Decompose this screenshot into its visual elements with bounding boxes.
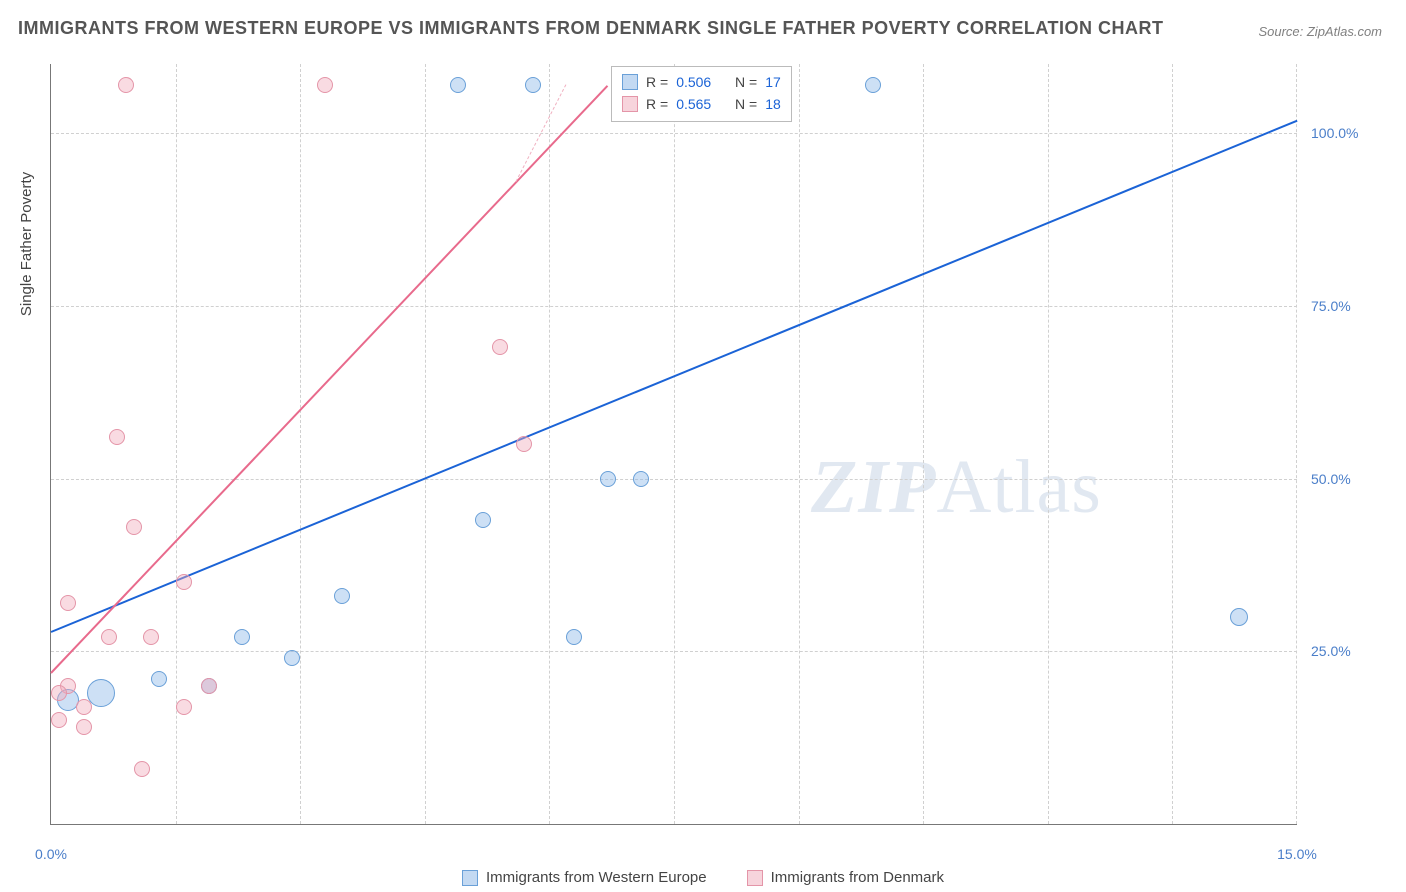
watermark-atlas: Atlas: [936, 445, 1101, 529]
plot-area: ZIPAtlas R = 0.506 N = 17 R = 0.565 N = …: [50, 64, 1297, 825]
n-blue-value: 17: [765, 74, 781, 90]
chart-title: IMMIGRANTS FROM WESTERN EUROPE VS IMMIGR…: [18, 18, 1164, 39]
data-point: [201, 678, 217, 694]
grid-v: [300, 64, 301, 824]
n-label: N =: [735, 74, 757, 90]
x-tick-label: 0.0%: [35, 846, 67, 862]
r-pink-value: 0.565: [676, 96, 711, 112]
y-tick-label: 25.0%: [1311, 643, 1351, 659]
n-pink-value: 18: [765, 96, 781, 112]
source-label: Source: ZipAtlas.com: [1258, 24, 1382, 39]
n-label: N =: [735, 96, 757, 112]
legend-row-pink: R = 0.565 N = 18: [622, 93, 781, 115]
trend-line: [50, 85, 608, 674]
r-label: R =: [646, 74, 668, 90]
data-point: [176, 699, 192, 715]
y-tick-label: 100.0%: [1311, 125, 1358, 141]
data-point: [284, 650, 300, 666]
grid-v: [799, 64, 800, 824]
data-point: [60, 595, 76, 611]
swatch-blue-icon: [622, 74, 638, 90]
data-point: [176, 574, 192, 590]
data-point: [492, 339, 508, 355]
x-tick-label: 15.0%: [1277, 846, 1317, 862]
data-point: [118, 77, 134, 93]
watermark-zip: ZIP: [811, 445, 936, 529]
data-point: [76, 699, 92, 715]
legend-item-pink: Immigrants from Denmark: [747, 869, 944, 886]
data-point: [109, 429, 125, 445]
data-point: [600, 471, 616, 487]
data-point: [143, 629, 159, 645]
grid-v: [923, 64, 924, 824]
grid-v: [549, 64, 550, 824]
y-tick-label: 50.0%: [1311, 471, 1351, 487]
data-point: [516, 436, 532, 452]
data-point: [475, 512, 491, 528]
legend-row-blue: R = 0.506 N = 17: [622, 71, 781, 93]
series-legend: Immigrants from Western Europe Immigrant…: [0, 869, 1406, 886]
data-point: [566, 629, 582, 645]
legend-pink-label: Immigrants from Denmark: [771, 869, 944, 886]
data-point: [234, 629, 250, 645]
data-point: [76, 719, 92, 735]
data-point: [51, 685, 67, 701]
data-point: [450, 77, 466, 93]
swatch-pink-icon: [622, 96, 638, 112]
grid-v: [1172, 64, 1173, 824]
data-point: [865, 77, 881, 93]
grid-v: [425, 64, 426, 824]
data-point: [317, 77, 333, 93]
data-point: [1230, 608, 1248, 626]
y-axis-title: Single Father Poverty: [18, 144, 35, 344]
data-point: [633, 471, 649, 487]
watermark: ZIPAtlas: [811, 444, 1102, 531]
correlation-legend: R = 0.506 N = 17 R = 0.565 N = 18: [611, 66, 792, 122]
swatch-blue-icon: [462, 870, 478, 886]
legend-blue-label: Immigrants from Western Europe: [486, 869, 707, 886]
r-blue-value: 0.506: [676, 74, 711, 90]
grid-v: [1048, 64, 1049, 824]
data-point: [151, 671, 167, 687]
r-label: R =: [646, 96, 668, 112]
data-point: [51, 712, 67, 728]
legend-item-blue: Immigrants from Western Europe: [462, 869, 707, 886]
data-point: [134, 761, 150, 777]
plot-right-border: [1296, 64, 1297, 824]
data-point: [126, 519, 142, 535]
data-point: [525, 77, 541, 93]
grid-v: [674, 64, 675, 824]
data-point: [334, 588, 350, 604]
y-tick-label: 75.0%: [1311, 298, 1351, 314]
swatch-pink-icon: [747, 870, 763, 886]
data-point: [101, 629, 117, 645]
